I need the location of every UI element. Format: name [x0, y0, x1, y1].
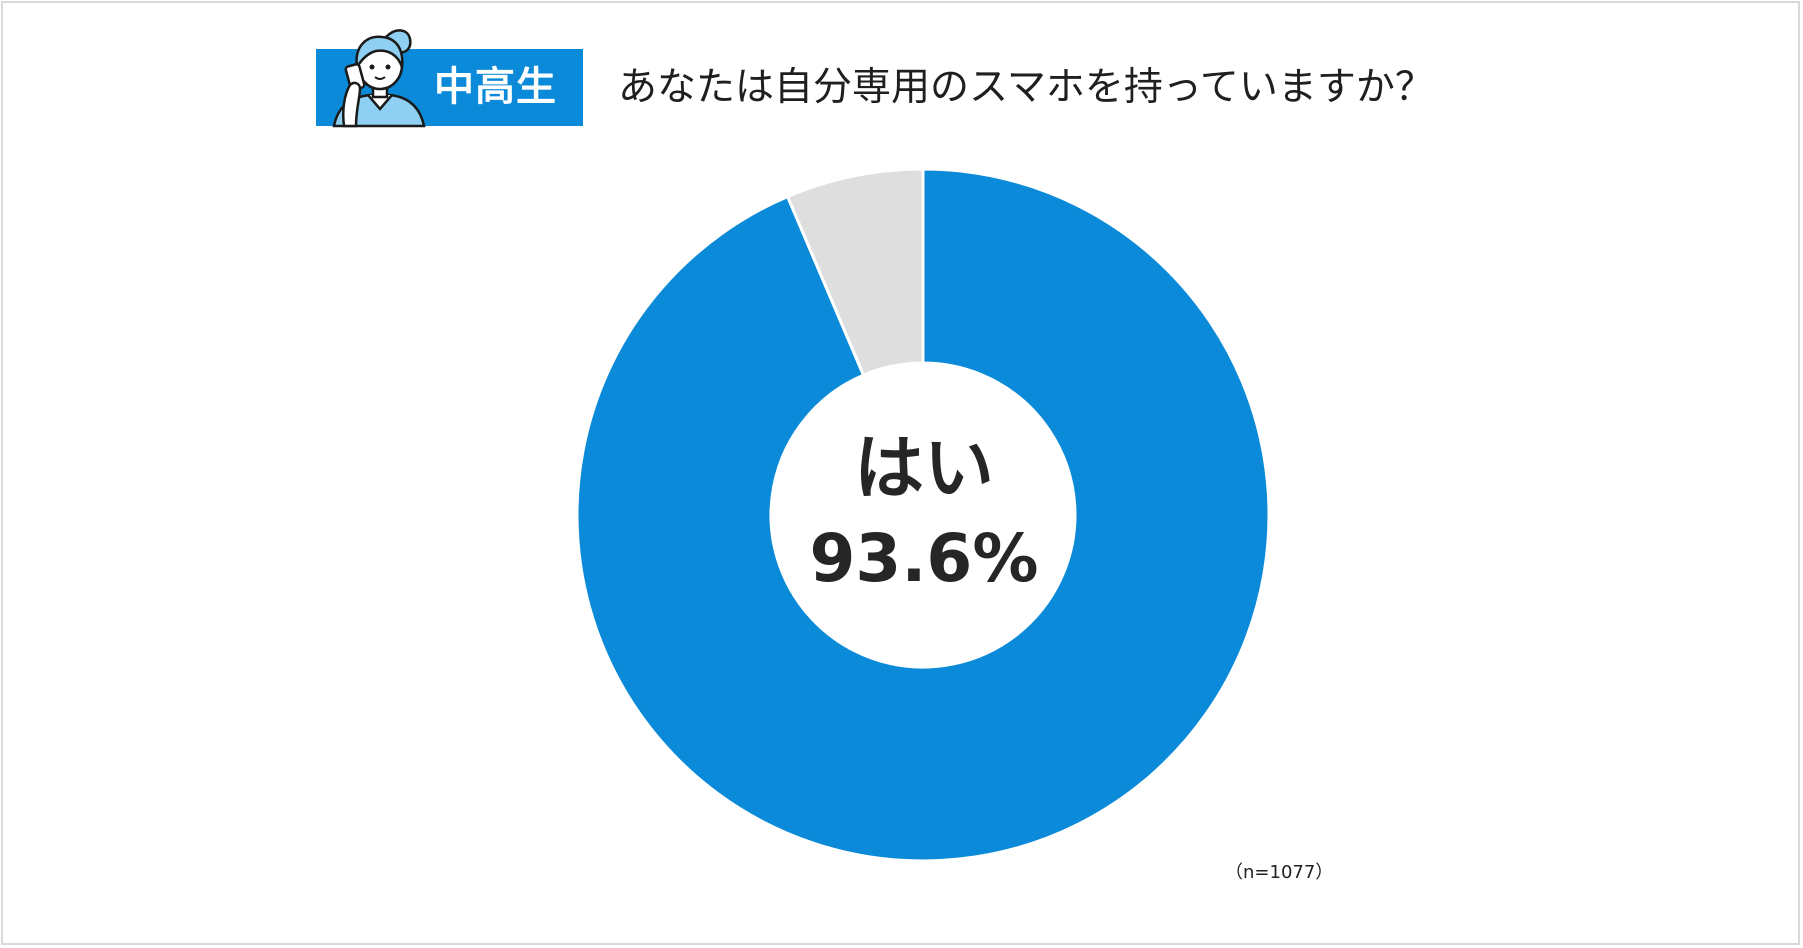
sample-size-note: （n=1077）: [1225, 862, 1334, 883]
badge-label: 中高生: [434, 64, 557, 110]
student-on-phone-icon: [332, 29, 426, 128]
slice-label-yes: はい: [854, 427, 994, 509]
question-title: あなたは自分専用のスマホを持っていますか？: [618, 65, 1434, 110]
slice-value-yes: 93.6%: [809, 520, 1039, 597]
donut-slice-1: [785, 167, 925, 378]
center-label-group: はい 93.6%: [772, 420, 1076, 602]
donut-slice-0: [575, 167, 1271, 863]
audience-badge: 中高生: [316, 29, 583, 128]
